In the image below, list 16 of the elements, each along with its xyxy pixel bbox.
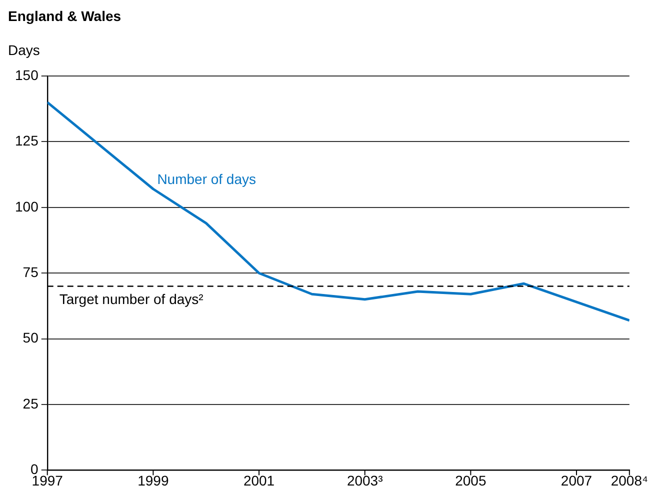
x-tick-label: 2007 bbox=[560, 472, 592, 488]
ref-line-label: Target number of days² bbox=[59, 291, 204, 308]
y-tick-label: 100 bbox=[15, 198, 39, 214]
y-axis-title: Days bbox=[8, 42, 40, 58]
y-tick-label: 75 bbox=[22, 264, 39, 280]
y-tick-label: 125 bbox=[15, 132, 39, 149]
x-tick-label: 2003³ bbox=[346, 472, 384, 488]
x-tick-label: 1999 bbox=[138, 472, 169, 488]
y-tick-label: 25 bbox=[22, 395, 39, 412]
x-tick-label: 2008⁴ bbox=[610, 472, 648, 488]
x-tick-label: 2005 bbox=[455, 472, 486, 488]
series-label: Number of days bbox=[157, 170, 256, 187]
x-tick-label: 2001 bbox=[243, 472, 275, 488]
y-tick-label: 150 bbox=[15, 66, 39, 83]
chart-title: England & Wales bbox=[8, 8, 122, 24]
y-tick-label: 50 bbox=[22, 330, 39, 346]
